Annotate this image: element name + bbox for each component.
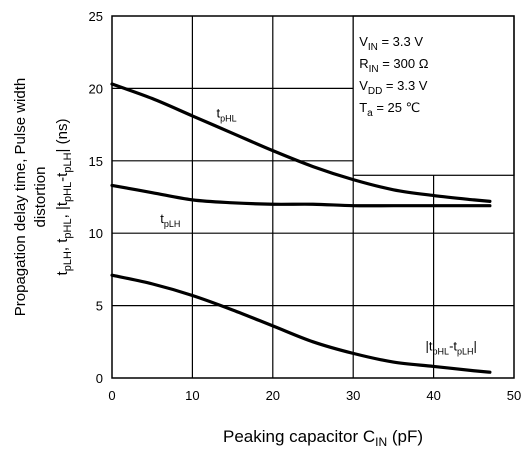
series-label-1: tpLH	[160, 211, 180, 229]
conditions-box	[352, 15, 515, 176]
x-tick-label: 30	[346, 388, 360, 403]
y-tick-label: 15	[89, 154, 103, 169]
y-tick-label: 0	[96, 371, 103, 386]
condition-text: VIN = 3.3 V	[359, 34, 423, 53]
x-tick-label: 0	[108, 388, 115, 403]
y-axis-title-line3: tpLH, tpHL, |tpHL-tpLH| (ns)	[54, 119, 74, 276]
series-line-2	[110, 273, 492, 374]
y-axis-title-line1: Propagation delay time, Pulse width	[12, 78, 29, 316]
condition-text: Ta = 25 ℃	[359, 100, 420, 119]
condition-text: VDD = 3.3 V	[359, 78, 428, 97]
x-tick-label: 20	[266, 388, 280, 403]
y-axis-title-line2: distortion	[32, 167, 49, 228]
x-tick-label: 40	[426, 388, 440, 403]
x-tick-label: 50	[507, 388, 521, 403]
plot-frame	[111, 15, 515, 379]
series-label-2: |tpHL-tpLH|	[426, 338, 477, 356]
series-line-1	[110, 183, 492, 208]
condition-text: RIN = 300 Ω	[359, 56, 429, 75]
y-tick-label: 10	[89, 226, 103, 241]
y-tick-label: 25	[89, 9, 103, 24]
series-label-0: tpHL	[217, 105, 237, 123]
x-axis-title: Peaking capacitor CIN (pF)	[223, 427, 423, 449]
y-tick-label: 5	[96, 299, 103, 314]
series-line-0	[110, 82, 492, 203]
y-tick-label: 20	[89, 81, 103, 96]
x-tick-label: 10	[185, 388, 199, 403]
